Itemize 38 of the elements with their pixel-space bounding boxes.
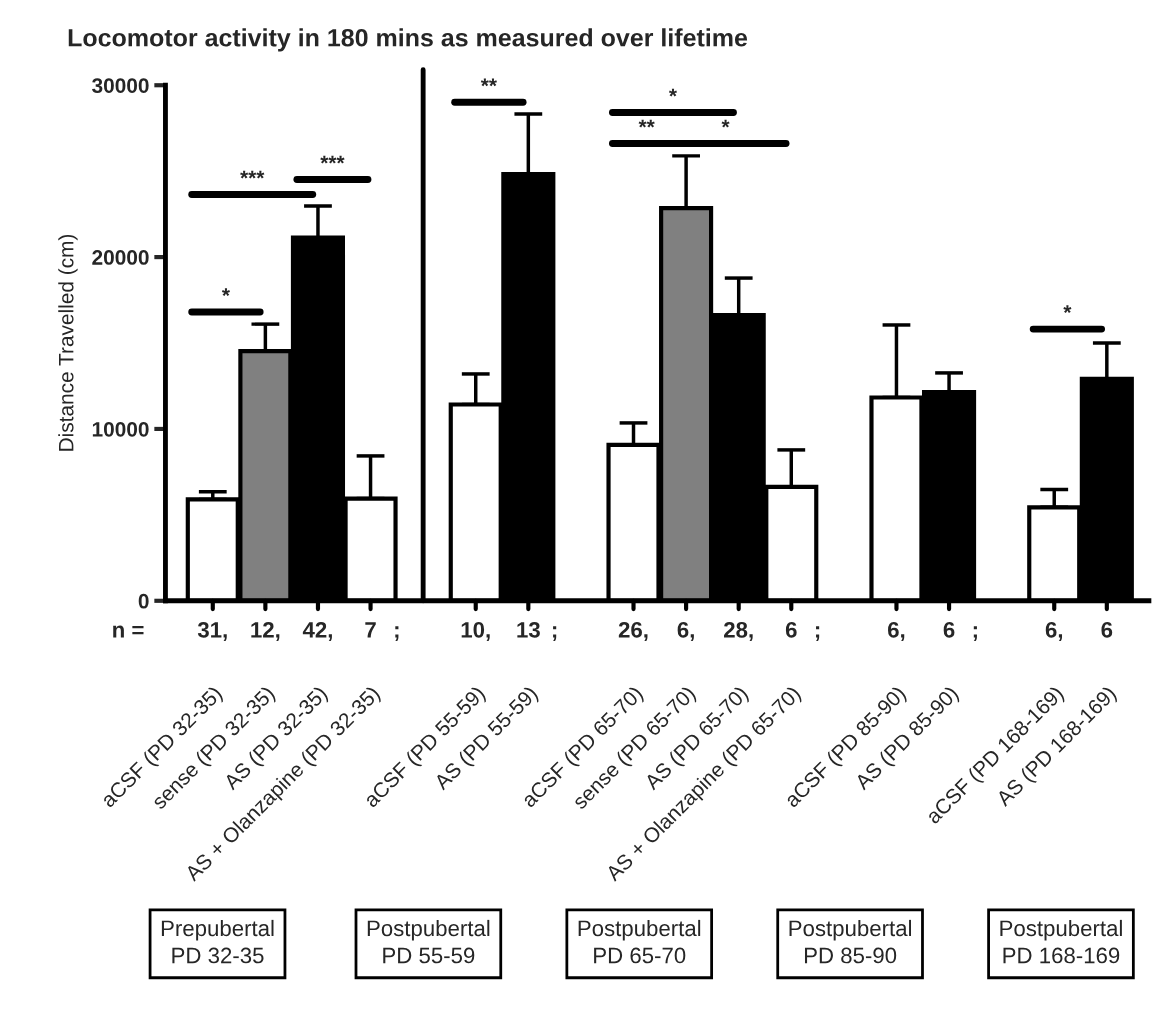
annotation: ** — [638, 119, 655, 128]
text: ; — [815, 626, 820, 641]
y-tick-label: 0 — [138, 593, 149, 609]
text: Postpubertal PD 85-90 — [789, 919, 912, 964]
annotation: *** — [240, 170, 265, 179]
text: 28, — [724, 621, 753, 641]
annotation: * — [721, 119, 730, 128]
y-tick-label: 20000 — [92, 250, 149, 265]
text: 31, — [197, 621, 227, 641]
text: ; — [395, 626, 399, 641]
text: 42, — [302, 621, 332, 641]
text: 6 — [943, 621, 955, 638]
text: ; — [553, 626, 557, 641]
text: 6, — [677, 621, 694, 641]
text: 6, — [888, 621, 905, 641]
text: 7 — [365, 622, 376, 638]
annotation: *** — [320, 155, 345, 164]
y-tick-label: 10000 — [92, 421, 149, 437]
text: Postpubertal PD 168-169 — [1000, 919, 1122, 964]
text: 26, — [618, 621, 648, 641]
y-axis-title: Distance Travelled (cm) — [58, 234, 78, 451]
text: 6 — [785, 621, 797, 638]
annotation: * — [668, 88, 677, 97]
text: Prepubertal PD 32-35 — [161, 919, 274, 964]
annotation: * — [221, 288, 230, 297]
annotation: * — [1063, 305, 1072, 314]
text: 13 — [517, 621, 540, 638]
text: Postpubertal PD 65-70 — [578, 919, 701, 964]
text: 6, — [1045, 621, 1063, 641]
chart-title: Locomotor activity in 180 mins as measured over lifetime — [68, 28, 748, 52]
y-tick-label: 30000 — [92, 78, 149, 94]
annotation: ** — [480, 78, 497, 87]
text: 6 — [1101, 621, 1113, 638]
text: n = — [113, 625, 144, 638]
text: 10, — [461, 621, 490, 641]
text: Postpubertal PD 55-59 — [367, 919, 490, 964]
text: 12, — [251, 621, 280, 641]
text: ; — [973, 626, 977, 641]
